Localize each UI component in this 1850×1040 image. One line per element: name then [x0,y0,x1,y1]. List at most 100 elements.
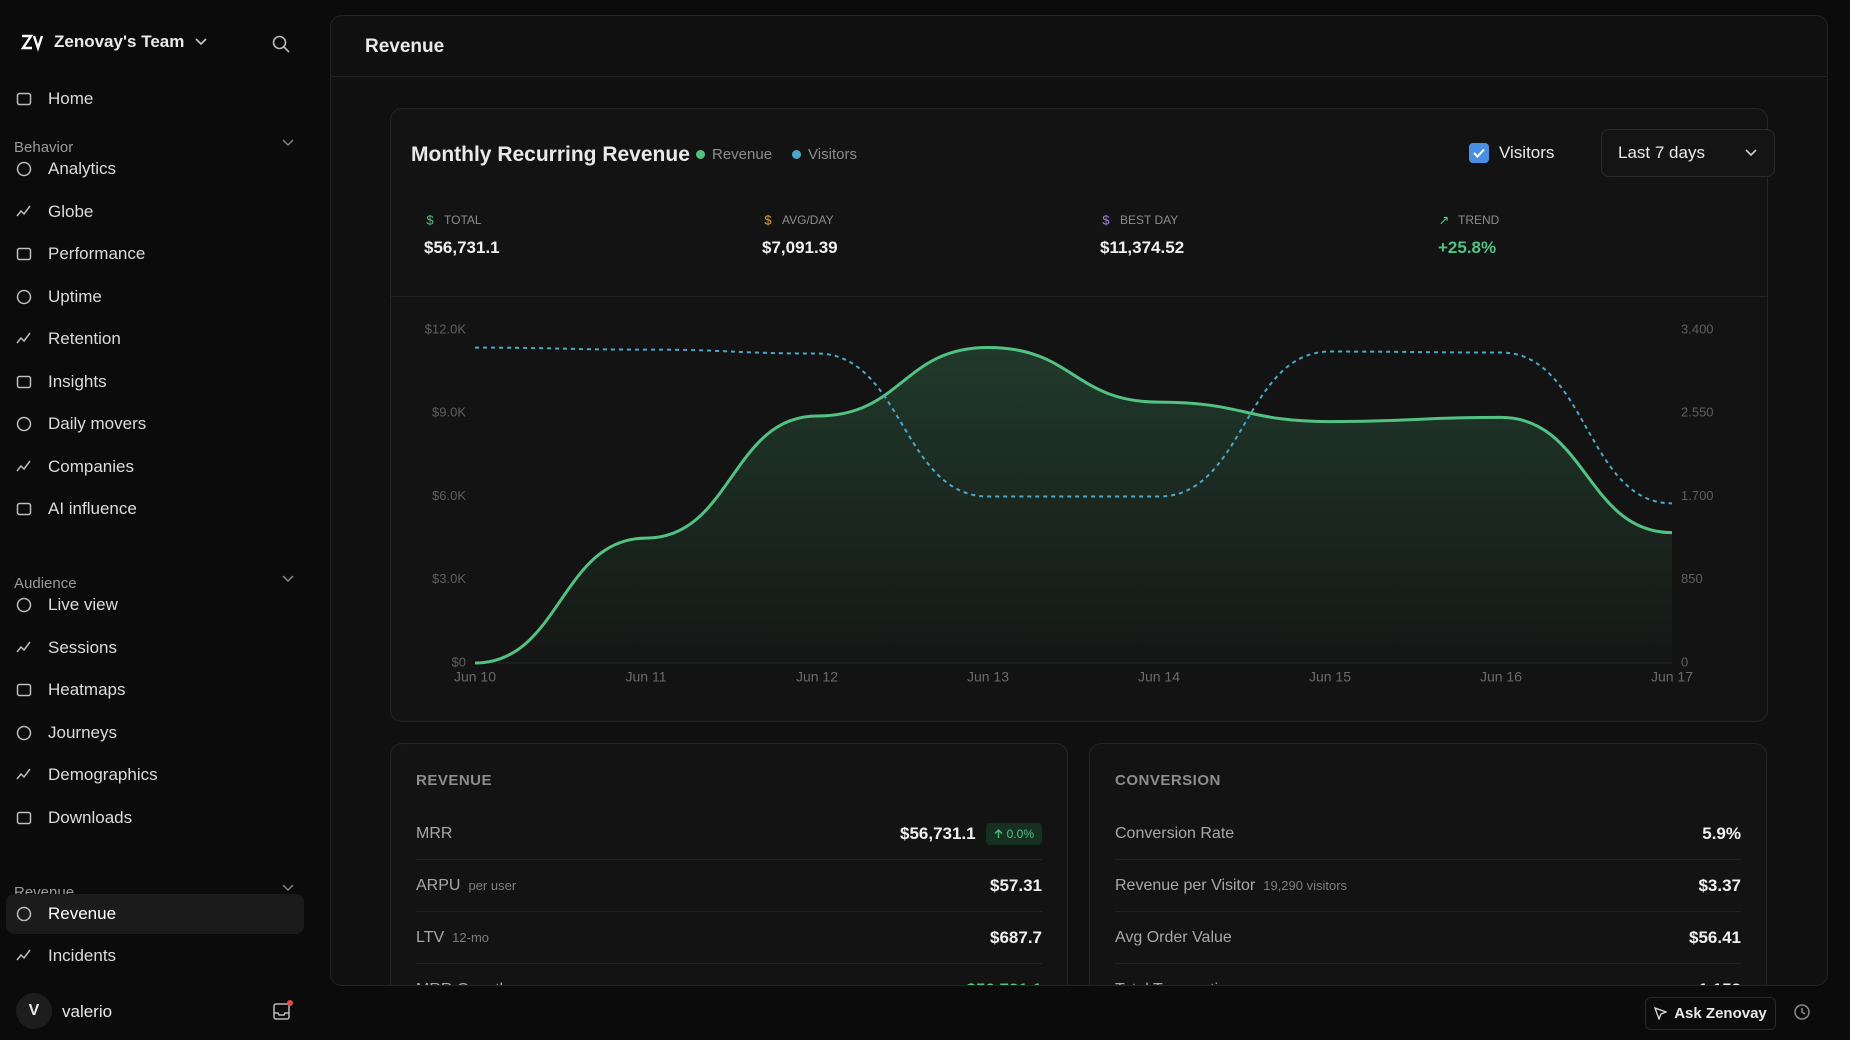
stat-icon: $ [1102,214,1110,226]
nav-item[interactable]: Analytics [6,149,304,189]
nav-item[interactable]: Downloads [6,798,304,838]
stat-value: $56,731.1 [424,238,500,257]
metric-value-wrap: $3.37 [1698,876,1741,896]
nav-label: Incidents [48,946,117,965]
metric-label: ARPU [416,876,461,894]
nav-item[interactable]: Incidents [6,936,304,976]
nav-item[interactable]: AI influence [6,489,304,529]
metric-row: MRR $56,731.1 0.0% [416,808,1042,860]
metric-row: LTV 12-mo $687.7 [416,912,1042,964]
nav-item[interactable]: Daily movers [6,404,304,444]
main-panel: Revenue Monthly Recurring Revenue Revenu… [330,15,1828,986]
assistant-button[interactable]: Ask Zenovay [1645,997,1776,1030]
icon-shape [16,416,32,432]
section-header[interactable]: Audience [14,575,294,592]
nav-item[interactable]: Demographics [6,755,304,795]
user-name: valerio [62,1002,113,1021]
search-button[interactable] [272,35,290,53]
nav-item[interactable]: Sessions [6,628,304,668]
visitors-toggle[interactable]: Visitors [1469,143,1554,163]
legend-item[interactable]: Visitors [792,146,857,163]
y-tick-label: $3.0K [432,571,466,586]
metric-note: 19,290 visitors [1263,877,1348,893]
x-tick-label: Jun 15 [1309,669,1351,685]
metric-label-wrap: Revenue per Visitor 19,290 visitors [1115,877,1347,895]
icon-shape [16,460,31,471]
page-title: Revenue [365,36,445,57]
icon-shape [16,502,32,516]
metric-value: $687.7 [990,927,1042,947]
stat-label: $ AVG/DAY [762,213,834,227]
history-button[interactable] [1793,1003,1811,1021]
chevron-path [282,884,294,891]
stat-icon-glyph: $ [1102,214,1110,226]
metric-label-wrap: Conversion Rate [1115,825,1234,843]
metric-value-wrap: +$56,731.1 [956,980,1042,986]
x-tick-label: Jun 11 [626,669,667,685]
metric-value: 5.9% [1702,823,1741,843]
nav-item[interactable]: Uptime [6,277,304,317]
revenue-area [475,347,1672,663]
chart: $0 $3.0K $6.0K $9.0K $12.0K 0 850 1.700 2.550 3.4… [425,321,1714,685]
metric-row: Conversion Rate 5.9% [1115,808,1741,860]
icon-shape [16,205,31,216]
metric-row: ARPU per user $57.31 [416,860,1042,912]
nav-item[interactable]: Globe [6,192,304,232]
toggle-label: Visitors [1499,143,1555,162]
y-tick-label: $0 [452,654,466,669]
metric-label-wrap: Total Transactions [1115,981,1244,986]
nav-item[interactable]: Heatmaps [6,670,304,710]
icon-shape [16,289,32,304]
nav-item[interactable]: Companies [6,447,304,487]
nav-item[interactable]: Retention [6,319,304,359]
chevron-path [282,139,294,146]
team-name: Zenovay's Team [54,32,185,51]
nav-icon [16,289,32,304]
range-dropdown[interactable]: Last 7 days [1601,129,1775,177]
stat-label-text: TREND [1458,213,1500,227]
chevron-path [282,575,294,582]
team-switcher[interactable]: Zenovay's Team [20,32,208,52]
y-tick-label: $9.0K [432,405,466,420]
nav-label: Home [48,89,94,108]
nav-icon [16,949,31,961]
nav-label: Insights [48,371,107,391]
metric-value: +$56,731.1 [956,980,1042,986]
nav-label: Retention [48,329,121,348]
inbox-button[interactable] [272,1000,294,1022]
avatar[interactable]: V [16,993,52,1029]
stat-value: $11,374.52 [1100,238,1185,257]
nav-icon [16,768,31,780]
nav-icon [16,502,32,516]
legend-item[interactable]: Revenue [696,146,772,163]
nav-icon [16,205,31,216]
stat-value: $7,091.39 [762,238,838,257]
nav-item[interactable]: Performance [6,234,304,274]
nav-label: Uptime [48,286,102,306]
icon-shape [16,949,31,961]
nav-item[interactable]: Insights [6,362,304,402]
nav-label: Companies [48,456,134,476]
metric-label: MRR [416,824,453,842]
stat-label: ↗ TREND [1438,213,1500,227]
x-tick-label: Jun 17 [1651,669,1693,685]
stat-label: $ BEST DAY [1100,213,1178,227]
metric-row: MRR Growth +$56,731.1 [416,964,1042,986]
nav-item[interactable]: Revenue [6,893,304,934]
nav-item[interactable]: Journeys [6,713,304,753]
nav-item[interactable]: Home [6,79,304,119]
icon-shape [16,247,32,261]
metric-note: per user [468,877,517,893]
cursor-icon [1654,1007,1668,1020]
stat-label-text: AVG/DAY [782,213,834,227]
icon-shape [16,92,32,106]
metric-value-wrap: $687.7 [990,928,1042,948]
chevron [282,884,294,891]
nav-item[interactable]: Live view [6,585,304,625]
legend-swatch [792,150,802,159]
section-header[interactable]: Behavior [14,139,294,156]
metrics-panel: REVENUE MRR $56,731.1 0.0% ARPU per user $57.3… [390,743,1068,986]
stat-label: $ TOTAL [424,213,481,227]
x-tick-label: Jun 12 [796,669,838,685]
